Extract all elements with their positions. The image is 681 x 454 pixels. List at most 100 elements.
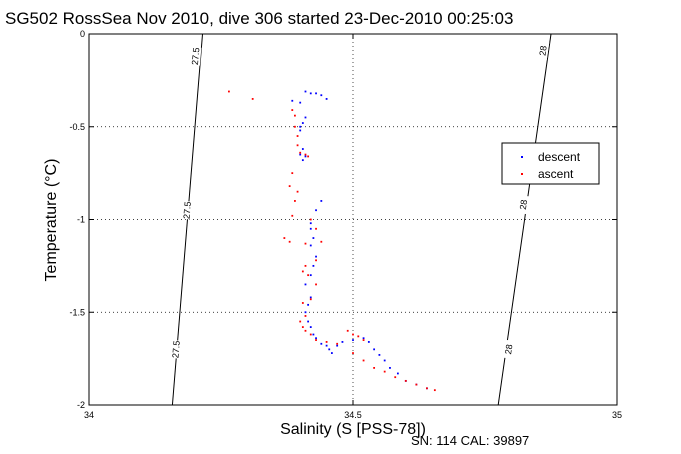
x-tick-label: 35 — [612, 410, 622, 420]
isopycnal-label-bg — [189, 46, 202, 66]
descent-point — [373, 348, 376, 351]
ascent-point — [426, 387, 428, 390]
y-tick-label: 0 — [80, 29, 85, 39]
ascent-point — [404, 379, 407, 382]
ascent-point — [291, 172, 294, 175]
y-tick-label: -0.5 — [69, 122, 85, 132]
descent-point — [330, 352, 333, 354]
ascent-point — [228, 90, 230, 93]
descent-point — [325, 344, 328, 347]
x-axis-label: Salinity (S [PSS-78]) — [280, 421, 426, 438]
ascent-point — [315, 339, 317, 341]
descent-point — [299, 125, 302, 128]
descent-point — [307, 320, 310, 323]
descent-point — [312, 237, 315, 239]
descent-point — [352, 339, 354, 341]
descent-point — [299, 129, 302, 132]
isopycnal-label-bg — [181, 200, 193, 220]
ascent-point — [304, 315, 307, 317]
ascent-point — [320, 240, 323, 243]
ascent-point — [394, 376, 397, 379]
ascent-point — [352, 352, 354, 354]
ascent-point — [288, 240, 291, 243]
descent-point — [325, 98, 328, 100]
ascent-point — [373, 367, 376, 369]
descent-point — [341, 341, 344, 343]
isopycnal-label: 28 — [518, 199, 529, 210]
legend: descent ascent — [501, 142, 600, 185]
isopycnal-label: 27.5 — [182, 201, 193, 219]
ascent-point — [296, 190, 299, 193]
descent-point — [315, 337, 317, 340]
data-points — [228, 90, 436, 392]
descent-point — [304, 116, 307, 119]
ascent-point — [307, 274, 310, 277]
descent-point — [309, 227, 312, 230]
ascent-point — [433, 389, 436, 392]
ascent-point — [301, 326, 304, 328]
ascent-point — [357, 335, 360, 338]
ascent-point — [291, 214, 294, 217]
isopycnal-lines: 27.5 27.5 27.5 28 28 28 — [170, 33, 552, 406]
grid-lines — [89, 34, 617, 405]
descent-point — [320, 200, 323, 202]
descent-point — [309, 244, 312, 247]
ascent-point — [362, 339, 365, 341]
legend-label-ascent: ascent — [538, 167, 574, 181]
ascent-point — [315, 283, 317, 286]
descent-point — [389, 367, 391, 369]
footer-serial: SN: 114 CAL: 39897 — [411, 433, 529, 448]
descent-point — [383, 359, 386, 362]
y-axis-label: Temperature (°C) — [43, 159, 60, 282]
descent-point — [315, 209, 317, 212]
descent-point — [378, 354, 381, 356]
descent-point — [309, 222, 312, 225]
descent-point — [320, 342, 323, 345]
ascent-point — [415, 383, 418, 386]
y-tick-label: -2 — [77, 400, 85, 410]
descent-point — [309, 274, 312, 277]
isopycnal-label: 27.5 — [190, 47, 201, 65]
descent-point — [315, 92, 317, 95]
ascent-point — [304, 264, 307, 267]
descent-point — [299, 153, 302, 156]
ascent-point — [304, 329, 307, 332]
descent-point — [312, 264, 315, 267]
descent-point — [309, 326, 312, 328]
ascent-point — [251, 98, 254, 100]
y-tick-label: -1 — [77, 215, 85, 225]
descent-point — [304, 283, 307, 286]
ascent-point — [309, 218, 312, 221]
x-tick-label: 34.5 — [344, 410, 362, 420]
isopycnal-label: 28 — [537, 45, 548, 56]
ascent-point — [288, 185, 291, 188]
descent-point — [301, 159, 304, 162]
ascent-point — [291, 109, 294, 111]
ascent-point — [301, 270, 304, 273]
x-tick-label: 34 — [84, 410, 94, 420]
ascent-point — [304, 242, 307, 245]
descent-point — [396, 372, 399, 375]
axis-ticks: 34 34.5 35 0 -0.5 -1 -1.5 -2 — [69, 29, 622, 420]
ascent-point — [296, 135, 299, 137]
descent-point — [291, 99, 294, 102]
ascent-point — [301, 302, 304, 304]
ascent-point — [315, 227, 317, 230]
ascent-point — [299, 151, 302, 154]
ascent-point — [346, 329, 349, 332]
isopycnal-label-bg — [502, 339, 515, 359]
ascent-point — [383, 370, 386, 373]
descent-point — [304, 90, 307, 93]
ascent-point — [309, 298, 312, 301]
legend-label-descent: descent — [538, 150, 581, 164]
ascent-point — [325, 341, 328, 343]
descent-point — [301, 148, 304, 150]
descent-point — [301, 122, 304, 124]
ascent-point — [352, 333, 354, 336]
isopycnal-label-bg — [517, 195, 530, 215]
ascent-point — [294, 114, 296, 117]
isopycnal-label-bg — [170, 339, 182, 359]
ascent-point — [283, 237, 286, 239]
legend-marker-descent — [521, 156, 523, 158]
